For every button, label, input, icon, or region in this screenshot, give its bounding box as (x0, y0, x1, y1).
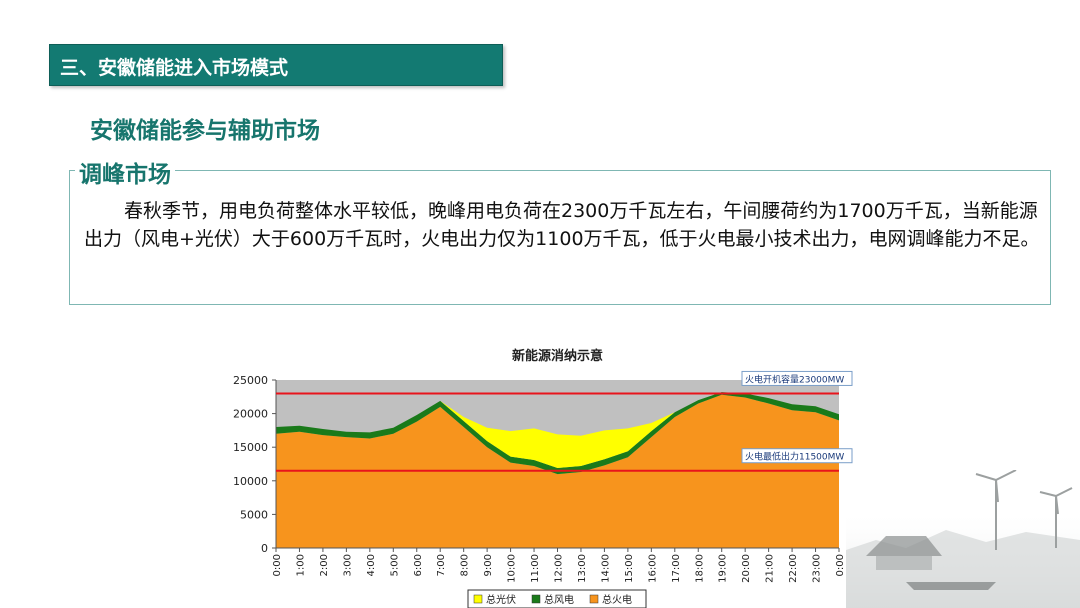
content-box (69, 170, 1051, 305)
x-tick-label: 2:00 (319, 554, 330, 576)
x-tick-label: 9:00 (483, 554, 494, 576)
x-tick-label: 14:00 (600, 554, 611, 583)
x-tick-label: 18:00 (694, 554, 705, 583)
x-tick-label: 0:00 (272, 554, 283, 576)
area-series-0 (276, 394, 839, 548)
landscape-decoration (846, 470, 1080, 608)
section-banner: 三、安徽储能进入市场模式 (49, 44, 503, 86)
section-title: 三、安徽储能进入市场模式 (60, 57, 289, 79)
x-tick-label: 16:00 (647, 554, 658, 583)
reference-callout-box-1 (741, 448, 853, 464)
page-subtitle: 安徽储能参与辅助市场 (90, 118, 320, 144)
content-paragraph: 春秋季节，用电负荷整体水平较低，晚峰用电负荷在2300万千瓦左右，午间腰荷约为1… (84, 200, 1040, 250)
content-box-title: 调峰市场 (75, 155, 175, 189)
legend-label: 总风电 (544, 593, 574, 606)
y-tick-label: 20000 (233, 408, 268, 421)
reference-callout-box-0 (741, 370, 853, 386)
x-tick-label: 7:00 (436, 554, 447, 576)
x-tick-label: 5:00 (389, 554, 400, 576)
x-tick-label: 4:00 (366, 554, 377, 576)
y-tick-label: 0 (261, 542, 268, 555)
x-tick-label: 22:00 (788, 554, 799, 583)
x-tick-label: 19:00 (718, 554, 729, 583)
y-tick-label: 5000 (240, 508, 268, 521)
x-tick-label: 3:00 (342, 554, 353, 576)
x-tick-label: 8:00 (460, 554, 471, 576)
x-tick-label: 20:00 (741, 554, 752, 583)
y-tick-label: 10000 (233, 475, 268, 488)
x-tick-label: 6:00 (413, 554, 424, 576)
reference-callout-label-1: 火电最低出力11500MW (745, 451, 844, 463)
legend-swatch (473, 594, 483, 604)
x-tick-label: 12:00 (554, 554, 565, 583)
x-tick-label: 11:00 (530, 554, 541, 583)
x-tick-label: 1:00 (295, 554, 306, 576)
x-tick-label: 10:00 (507, 554, 518, 583)
x-tick-label: 0:00 (835, 554, 846, 576)
y-tick-label: 25000 (233, 374, 268, 387)
x-tick-label: 17:00 (671, 554, 682, 583)
x-tick-label: 23:00 (812, 554, 823, 583)
reference-callout-label-0: 火电开机容量23000MW (745, 373, 844, 385)
legend-label: 总光伏 (486, 593, 516, 606)
legend-box (467, 589, 647, 608)
x-tick-label: 21:00 (765, 554, 776, 583)
x-tick-label: 13:00 (577, 554, 588, 583)
area-series-1 (276, 392, 839, 475)
x-tick-label: 15:00 (624, 554, 635, 583)
chart-title: 新能源消纳示意 (512, 348, 603, 364)
y-tick-label: 15000 (233, 441, 268, 454)
legend-label: 总火电 (602, 593, 632, 606)
chart: 新能源消纳示意 0 5000 10000 15000 20000 25000 0:00 1:00… (233, 348, 853, 608)
legend-swatch (531, 594, 541, 604)
area-series-2 (276, 392, 839, 469)
legend-swatch (589, 594, 599, 604)
